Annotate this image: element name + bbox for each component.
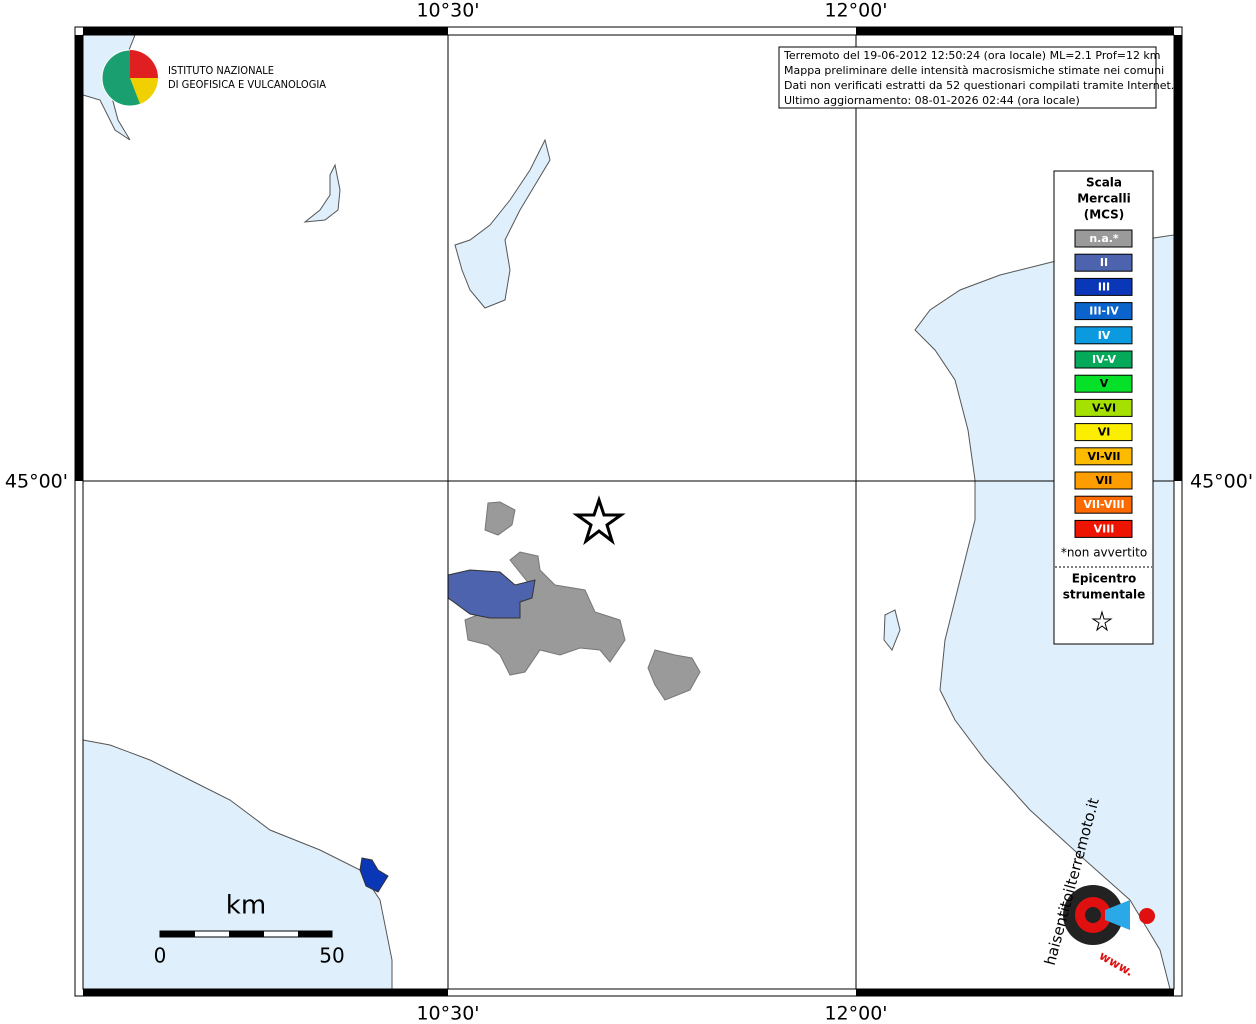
info-line: Terremoto del 19-06-2012 12:50:24 (ora l… [783,49,1161,62]
legend-swatch [1074,471,1133,490]
legend-swatch [1074,519,1133,538]
logo-globe [130,50,158,78]
site-logo [1085,907,1101,923]
legend-title: Scala [1086,176,1122,190]
scale-label: 0 [154,944,167,968]
legend-swatch [1074,423,1133,442]
info-line: Ultimo aggiornamento: 08-01-2026 02:44 (… [784,94,1080,107]
legend-swatch [1074,253,1133,272]
frame [82,34,1175,990]
legend-epicenter: Epicentro [1072,572,1137,586]
legend-label: VI [1098,426,1111,439]
municipality [464,551,626,676]
municipality [484,501,516,536]
axis-label: 45°00' [5,471,68,493]
axis-label: 12°00' [824,1003,887,1024]
lake-garda [454,138,551,309]
legend-title: Mercalli [1077,192,1131,206]
axis-label: 12°00' [824,0,887,22]
legend-label: VII-VIII [1083,498,1124,511]
legend-swatch [1074,447,1133,466]
legend-label: IV [1098,329,1111,342]
municipality-ii [447,569,536,619]
frame-bars [75,27,1182,996]
legend-swatch [1074,229,1133,248]
legend-label: III [1098,280,1110,293]
info-box [778,46,1157,109]
municipality-iii [359,857,389,893]
legend-swatch [1074,302,1133,321]
logo-globe [130,78,158,104]
legend-label: VII [1096,474,1113,487]
epicenter [572,495,626,546]
axis-label: 10°30' [416,1003,479,1024]
axis-label: 45°00' [1190,471,1253,493]
frame [74,26,1183,997]
legend-swatch [1074,398,1133,417]
legend-label: V-VI [1092,401,1116,414]
lagoon [883,609,901,651]
legend-swatch [1074,350,1133,369]
legend-label: V [1100,377,1109,390]
logo-text: ISTITUTO NAZIONALE [168,64,274,77]
legend-epicenter: strumentale [1063,588,1146,602]
info-line: Dati non verificati estratti da 52 quest… [784,79,1174,92]
logo-text: DI GEOFISICA E VULCANOLOGIA [168,78,326,91]
legend-label: VIII [1094,522,1115,535]
legend-note: *non avvertito [1061,546,1147,560]
lake [303,163,341,223]
scale-label: 50 [319,944,344,968]
site-logo [1139,908,1155,924]
legend-label: VI-VII [1087,450,1120,463]
legend-label: III-IV [1089,305,1119,318]
legend-swatch [1074,277,1133,296]
axis-label: 10°30' [416,0,479,22]
municipality [647,649,701,701]
legend-swatch [1074,326,1133,345]
site-logo [1105,900,1130,930]
legend-swatch [1074,495,1133,514]
legend-swatch [1074,374,1133,393]
scale-bar [160,931,332,937]
scale-unit: km [226,891,266,921]
info-line: Mappa preliminare delle intensità macros… [784,64,1164,77]
legend-star [1091,610,1113,632]
legend-label: n.a.* [1089,232,1119,245]
legend-title: (MCS) [1084,208,1125,222]
legend-label: IV-V [1092,353,1117,366]
legend-label: II [1100,256,1108,269]
